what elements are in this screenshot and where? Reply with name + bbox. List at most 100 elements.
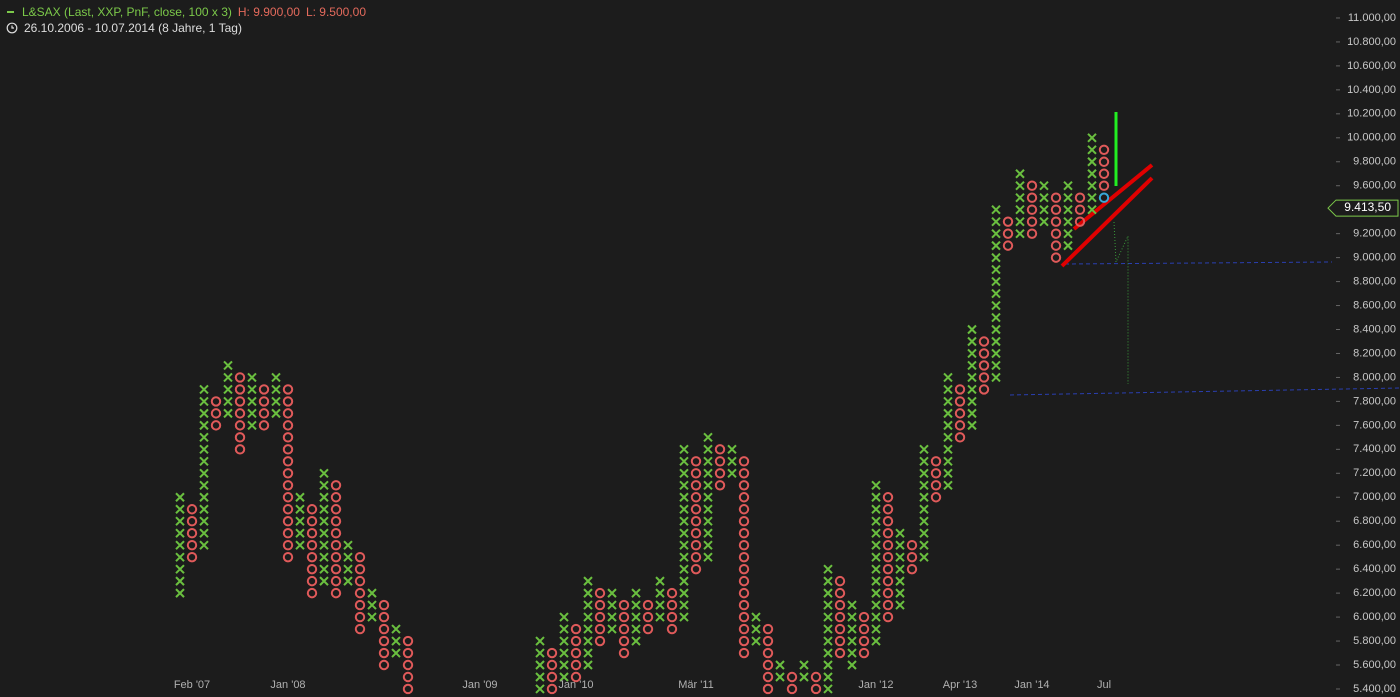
x-box <box>847 600 857 610</box>
o-box <box>570 659 582 671</box>
x-stroke <box>871 564 881 574</box>
x-stroke <box>223 384 233 395</box>
o-box <box>1074 216 1086 227</box>
x-stroke <box>535 648 545 658</box>
o-box <box>354 611 366 623</box>
x-box <box>583 636 593 646</box>
x-box <box>199 396 209 407</box>
x-stroke <box>583 636 593 646</box>
o-box <box>882 551 894 563</box>
o-column <box>546 647 558 695</box>
x-stroke <box>535 672 545 682</box>
x-stroke <box>943 432 953 443</box>
x-box <box>199 504 209 514</box>
x-box <box>703 552 713 562</box>
x-tick-label: Jul <box>1097 679 1111 691</box>
x-stroke <box>1063 216 1073 227</box>
x-stroke <box>775 672 785 682</box>
x-box <box>535 636 545 646</box>
o-box <box>690 492 702 503</box>
x-box <box>319 504 329 514</box>
x-column <box>655 576 665 622</box>
x-box <box>343 576 353 586</box>
x-box <box>199 444 209 455</box>
x-stroke <box>823 600 833 610</box>
x-stroke <box>175 504 185 514</box>
o-column <box>714 444 726 491</box>
x-stroke <box>751 612 761 622</box>
x-stroke <box>919 516 929 526</box>
x-stroke <box>871 576 881 586</box>
x-stroke <box>1063 181 1073 191</box>
x-box <box>295 516 305 526</box>
x-column <box>343 540 353 586</box>
o-box <box>234 396 246 407</box>
o-box <box>570 623 582 635</box>
y-tick-label: 8.000,00 <box>1353 371 1396 383</box>
x-column <box>559 612 569 682</box>
x-stroke <box>943 444 953 455</box>
x-stroke <box>967 420 977 431</box>
x-stroke <box>679 576 689 586</box>
o-box <box>666 623 678 635</box>
o-box <box>282 456 294 467</box>
x-box <box>319 468 329 479</box>
x-box <box>703 480 713 490</box>
x-box <box>1015 204 1025 215</box>
x-box <box>319 576 329 586</box>
x-stroke <box>679 600 689 610</box>
y-tick-label: 10.000,00 <box>1347 132 1396 144</box>
x-box <box>871 624 881 634</box>
y-tick-label: 8.800,00 <box>1353 275 1396 287</box>
o-box <box>882 528 894 539</box>
o-box <box>642 611 654 623</box>
o-box <box>234 408 246 419</box>
o-box <box>906 563 918 575</box>
x-box <box>1087 204 1097 215</box>
x-stroke <box>991 204 1001 215</box>
o-box <box>762 623 774 635</box>
x-stroke <box>223 360 233 371</box>
x-box <box>199 492 209 502</box>
o-box <box>930 456 942 467</box>
x-stroke <box>319 504 329 514</box>
x-column <box>607 588 617 634</box>
x-stroke <box>967 408 977 419</box>
x-box <box>559 612 569 622</box>
x-box <box>631 636 641 646</box>
x-stroke <box>1087 169 1097 179</box>
y-tick-label: 10.400,00 <box>1347 84 1396 96</box>
o-box <box>858 647 870 659</box>
x-tick-label: Jan '10 <box>558 679 593 691</box>
o-box <box>738 468 750 479</box>
o-column <box>234 372 246 455</box>
o-box <box>378 659 390 671</box>
x-box <box>679 612 689 622</box>
x-column <box>871 480 881 646</box>
x-column <box>1063 181 1073 251</box>
x-box <box>1039 204 1049 215</box>
x-box <box>919 480 929 490</box>
y-tick-label: 10.200,00 <box>1347 108 1396 120</box>
x-box <box>319 552 329 562</box>
x-box <box>319 540 329 550</box>
x-box <box>967 324 977 335</box>
clock-icon <box>6 22 18 34</box>
o-box <box>570 671 582 683</box>
x-stroke <box>631 588 641 598</box>
x-stroke <box>319 468 329 479</box>
x-stroke <box>823 576 833 586</box>
x-stroke <box>943 420 953 431</box>
x-tick-label: Mär '11 <box>678 679 714 691</box>
o-box <box>330 516 342 527</box>
x-stroke <box>895 588 905 598</box>
o-box <box>330 528 342 539</box>
x-box <box>655 576 665 586</box>
x-stroke <box>823 588 833 598</box>
o-box <box>1002 240 1014 251</box>
x-column <box>367 588 377 622</box>
x-column <box>967 324 977 431</box>
o-box <box>690 539 702 551</box>
o-box <box>882 539 894 551</box>
x-stroke <box>871 540 881 550</box>
